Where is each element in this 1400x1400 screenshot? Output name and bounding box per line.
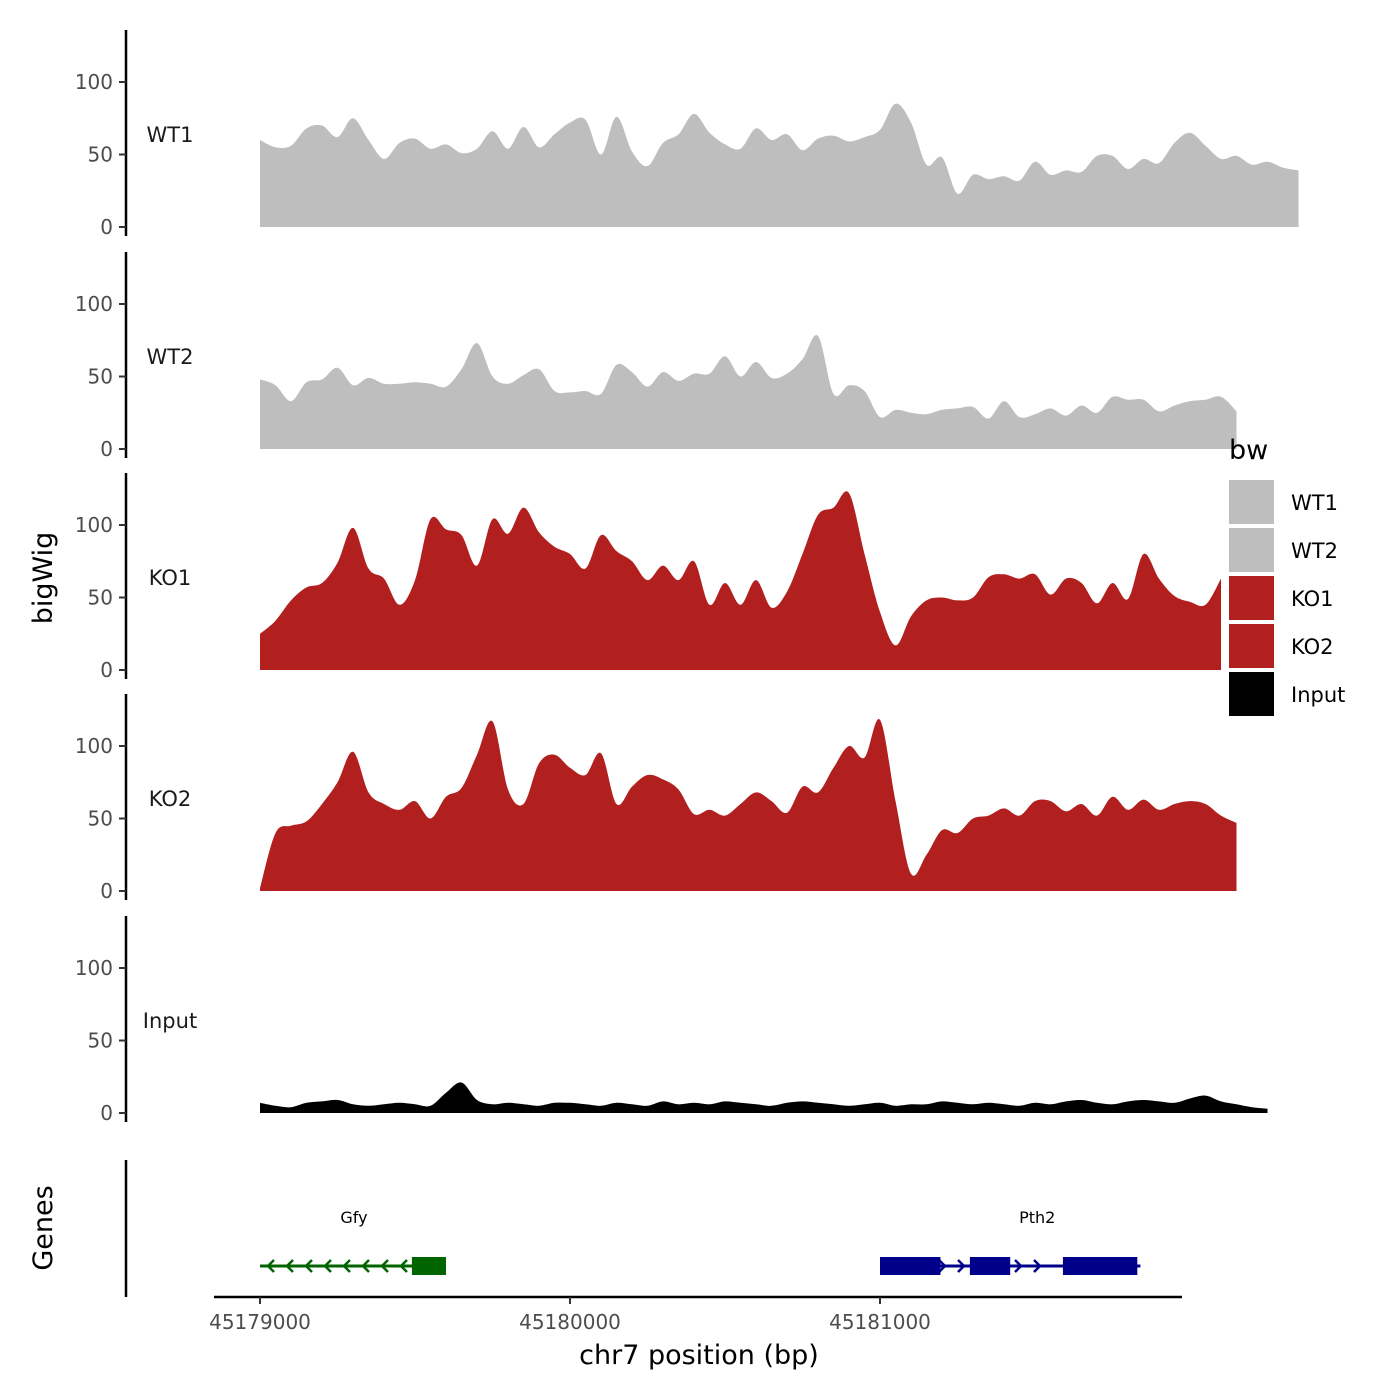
strand-arrow xyxy=(957,1259,966,1273)
y-tick-label: 0 xyxy=(100,215,113,239)
legend-entry-wt2: WT2 xyxy=(1229,528,1338,572)
coverage-area-wt1 xyxy=(260,103,1299,227)
y-tick-label: 50 xyxy=(88,1029,113,1053)
exon xyxy=(969,1257,1011,1275)
coverage-area-input xyxy=(260,1082,1268,1113)
x-tick-label: 45180000 xyxy=(519,1310,621,1334)
legend-label: KO1 xyxy=(1291,587,1334,611)
coverage-area-ko2 xyxy=(260,719,1237,891)
y-tick-label: 0 xyxy=(100,879,113,903)
y-tick-label: 0 xyxy=(100,658,113,682)
y-tick-label: 50 xyxy=(88,586,113,610)
gene-label: Pth2 xyxy=(1019,1208,1055,1227)
x-tick-label: 45181000 xyxy=(829,1310,931,1334)
legend-title: bw xyxy=(1229,435,1268,466)
strand-arrow xyxy=(399,1259,408,1273)
track-label-ko2: KO2 xyxy=(149,787,192,811)
track-label-ko1: KO1 xyxy=(149,566,192,590)
y-tick-label: 100 xyxy=(75,292,113,316)
strand-arrow xyxy=(323,1259,332,1273)
legend-entry-wt1: WT1 xyxy=(1229,480,1338,524)
genes-axis-title: Genes xyxy=(28,1185,59,1270)
x-tick-label: 45179000 xyxy=(209,1310,311,1334)
y-tick-label: 50 xyxy=(88,365,113,389)
legend-swatch xyxy=(1229,672,1274,716)
strand-arrow xyxy=(285,1259,294,1273)
y-tick-label: 50 xyxy=(88,807,113,831)
legend-entry-input: Input xyxy=(1229,672,1345,716)
coverage-area-ko1 xyxy=(260,491,1221,670)
strand-arrow xyxy=(266,1259,275,1273)
genes-layer: Gfy Pth2 xyxy=(124,1160,1141,1297)
strand-arrow xyxy=(380,1259,389,1273)
legend: bw WT1 WT2 KO1 KO2 Input xyxy=(1229,435,1345,716)
legend-label: Input xyxy=(1291,683,1345,707)
y-tick-label: 0 xyxy=(100,437,113,461)
gene-pth2: Pth2 xyxy=(880,1208,1141,1275)
legend-swatch xyxy=(1229,624,1274,668)
track-label-wt1: WT1 xyxy=(147,123,194,147)
track-ko2: 0 50 100 KO2 xyxy=(75,694,1237,903)
gene-label: Gfy xyxy=(340,1208,367,1227)
y-tick-label: 0 xyxy=(100,1101,113,1125)
legend-entry-ko2: KO2 xyxy=(1229,624,1334,668)
exon xyxy=(1062,1257,1138,1275)
strand-arrow xyxy=(1033,1259,1042,1273)
coverage-area-wt2 xyxy=(260,334,1237,449)
exon xyxy=(880,1257,941,1275)
tracks-layer: 0 50 100 WT1 0 50 100 WT2 0 50 100 KO1 0 50 100 KO2 0 50 1… xyxy=(75,30,1299,1125)
strand-arrow xyxy=(304,1259,313,1273)
legend-label: WT2 xyxy=(1291,539,1338,563)
y-tick-label: 100 xyxy=(75,513,113,537)
strand-arrow xyxy=(938,1259,947,1273)
legend-label: KO2 xyxy=(1291,635,1334,659)
legend-label: WT1 xyxy=(1291,491,1338,515)
y-tick-label: 100 xyxy=(75,734,113,758)
y-tick-label: 100 xyxy=(75,956,113,980)
track-input: 0 50 100 Input xyxy=(75,916,1268,1125)
track-label-wt2: WT2 xyxy=(147,345,194,369)
exon xyxy=(411,1257,446,1275)
x-axis-title: chr7 position (bp) xyxy=(579,1340,819,1371)
y-tick-label: 50 xyxy=(88,143,113,167)
strand-arrow xyxy=(342,1259,351,1273)
y-axis-title: bigWig xyxy=(28,532,59,625)
track-label-input: Input xyxy=(143,1009,197,1033)
legend-entry-ko1: KO1 xyxy=(1229,576,1334,620)
strand-arrow xyxy=(361,1259,370,1273)
track-wt2: 0 50 100 WT2 xyxy=(75,252,1237,461)
x-axis: 45179000 45180000 45181000 xyxy=(209,1295,1182,1334)
legend-swatch xyxy=(1229,480,1274,524)
track-ko1: 0 50 100 KO1 xyxy=(75,473,1221,682)
track-wt1: 0 50 100 WT1 xyxy=(75,30,1299,239)
y-tick-label: 100 xyxy=(75,70,113,94)
legend-swatch xyxy=(1229,576,1274,620)
legend-swatch xyxy=(1229,528,1274,572)
strand-arrow xyxy=(1014,1259,1023,1273)
gene-gfy: Gfy xyxy=(260,1208,446,1275)
